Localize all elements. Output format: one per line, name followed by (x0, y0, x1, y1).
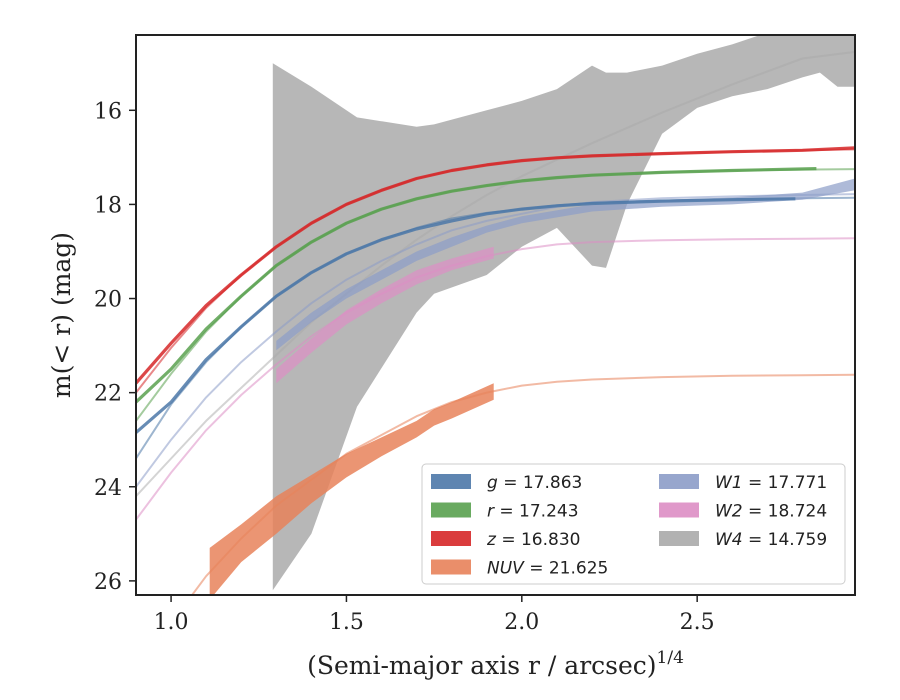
legend-swatch-g (431, 474, 471, 489)
y-axis-label: m(< r) (mag) (47, 232, 76, 398)
legend: g = 17.863 r = 17.243 z = 16.830 NUV = 21.6… (421, 463, 846, 585)
legend-swatch-r (431, 502, 471, 518)
data-curve-g (136, 197, 796, 434)
band-w4 (272, 35, 855, 591)
y-tick-label: 22 (94, 382, 122, 407)
band-w1 (276, 178, 855, 351)
data-curve-z (136, 146, 855, 385)
y-tick-label: 16 (94, 99, 122, 124)
model-curve-w1 (136, 193, 855, 488)
plot-area (136, 35, 855, 595)
x-tick-label: 2.0 (504, 610, 539, 635)
legend-label-g: g = 17.863 (487, 473, 582, 493)
data-curve-r (136, 167, 817, 404)
x-tick-label: 1.0 (154, 610, 189, 635)
y-tick-label: 20 (94, 288, 122, 313)
legend-label-w4: W4 = 14.759 (715, 530, 827, 550)
legend-swatch-z (431, 531, 471, 546)
y-tick-label: 26 (94, 570, 122, 595)
x-axis-label: (Semi-major axis r / arcsec)1/4 (307, 648, 684, 680)
plot-frame (135, 34, 856, 596)
legend-swatch-nuv (431, 559, 471, 575)
legend-swatch-w2 (659, 502, 699, 518)
legend-box (421, 463, 846, 585)
legend-label-z: z = 16.830 (486, 530, 580, 550)
legend-label-w1: W1 = 17.771 (715, 473, 827, 493)
model-curve-w4 (136, 50, 855, 497)
legend-label-nuv: NUV = 21.625 (487, 559, 608, 579)
y-tick-label: 24 (94, 476, 122, 501)
axis-ticks: 1.0 1.5 2.0 2.5 16 18 20 22 24 26 (94, 99, 715, 635)
legend-swatch-w4 (659, 531, 699, 546)
band-nuv (209, 383, 494, 595)
x-tick-label: 1.5 (329, 610, 364, 635)
band-w2 (276, 246, 494, 384)
legend-label-w2: W2 = 18.724 (715, 502, 827, 522)
x-tick-label: 2.5 (680, 610, 715, 635)
legend-swatch-w1 (659, 474, 699, 489)
y-tick-label: 18 (94, 193, 122, 218)
legend-label-r: r = 17.243 (487, 502, 579, 522)
